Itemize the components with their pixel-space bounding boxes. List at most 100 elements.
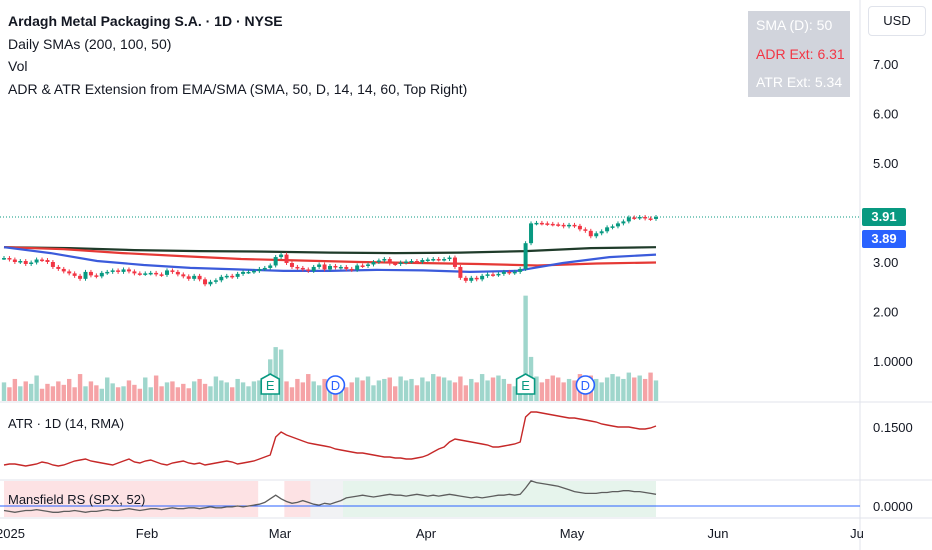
candle (387, 257, 392, 266)
candle (425, 257, 430, 262)
candle (643, 214, 648, 221)
candle-body (583, 229, 588, 231)
candle-body (469, 277, 474, 281)
candle-body (165, 270, 169, 275)
volume-bar (398, 376, 403, 401)
candle (224, 273, 229, 279)
indicator-vol[interactable]: Vol (8, 58, 28, 74)
candle-body (523, 243, 528, 269)
candle-body (317, 264, 322, 267)
volume-bar (88, 381, 94, 401)
candle-body (458, 266, 463, 278)
candle-body (605, 227, 610, 232)
candle (170, 268, 175, 274)
volume-bar (566, 378, 572, 401)
volume-bar (121, 386, 126, 401)
candle (333, 263, 338, 270)
candle-body (45, 260, 50, 262)
volume-bar (485, 380, 490, 401)
volume-bar (186, 388, 191, 401)
candle (295, 264, 300, 270)
candle (474, 275, 479, 282)
candle (322, 262, 327, 272)
candle (311, 264, 316, 273)
volume-bar (235, 378, 240, 401)
volume-bar (23, 381, 28, 401)
volume-bar (637, 375, 642, 401)
volume-bar (572, 380, 577, 401)
candle (235, 271, 240, 279)
volume-bar (1, 382, 7, 401)
candle-body (387, 259, 392, 264)
last-price-tag: 3.91 (862, 208, 906, 226)
volume-bar (615, 376, 621, 401)
candle-body (615, 223, 620, 227)
volume-bar (507, 383, 512, 401)
earnings-marker[interactable]: E (260, 373, 281, 395)
volume-bar (594, 378, 599, 401)
candle (344, 264, 349, 271)
candle-body (398, 262, 403, 264)
candle-body (56, 266, 61, 269)
candle-body (409, 261, 414, 263)
indicator-sma[interactable]: Daily SMAs (200, 100, 50) (8, 35, 172, 52)
candle (632, 215, 637, 220)
symbol-title[interactable]: Ardagh Metal Packaging S.A. · 1D · NYSE (8, 13, 283, 29)
candle (556, 222, 561, 227)
volume-bars (1, 295, 659, 401)
candle-body (393, 263, 398, 265)
volume-bar (257, 380, 262, 401)
candle (186, 274, 191, 281)
candles[interactable] (2, 214, 658, 287)
volume-bar (164, 382, 170, 401)
volume-bar (240, 382, 246, 401)
candle (132, 269, 137, 276)
candle (284, 252, 289, 265)
candle (230, 273, 235, 279)
candle (300, 265, 305, 272)
candle-body (404, 261, 409, 264)
volume-bar (534, 376, 539, 401)
candle (393, 261, 398, 266)
candle-body (333, 265, 338, 268)
volume-bar (311, 381, 316, 401)
earnings-marker[interactable]: E (515, 373, 536, 395)
currency-button[interactable]: USD (868, 6, 926, 36)
volume-bar (463, 385, 469, 401)
dividend-marker[interactable]: D (325, 375, 346, 395)
candle (159, 272, 164, 277)
event-marker-letter: D (581, 378, 590, 393)
volume-bar (306, 374, 311, 401)
candle-body (501, 271, 506, 274)
indicator-ext[interactable]: ADR & ATR Extension from EMA/SMA (SMA, 5… (8, 80, 468, 97)
candle-body (257, 268, 262, 271)
candle (219, 274, 224, 283)
volume-bar (67, 378, 72, 401)
volume-bar (338, 386, 344, 401)
candle (40, 257, 45, 262)
candle (447, 255, 452, 262)
volume-bar (219, 380, 224, 401)
candle (637, 214, 642, 220)
candle (594, 231, 599, 239)
dividend-marker-shape (325, 375, 346, 395)
dividend-marker[interactable]: D (575, 375, 596, 395)
candle (56, 264, 61, 271)
candle (545, 221, 550, 226)
candle-body (99, 272, 104, 277)
volume-bar (316, 385, 322, 401)
candle-body (230, 275, 235, 278)
candle-body (382, 259, 387, 261)
volume-bar (208, 386, 213, 401)
rs-pane-label[interactable]: Mansfield RS (SPX, 52) (8, 492, 146, 507)
candle (480, 273, 485, 282)
candle (154, 270, 159, 277)
volume-bar (278, 349, 284, 401)
candle-body (654, 216, 658, 219)
candle-body (268, 265, 273, 268)
atr-pane-label[interactable]: ATR · 1D (14, RMA) (8, 416, 125, 431)
volume-bar (441, 377, 447, 401)
candle-body (132, 271, 137, 274)
